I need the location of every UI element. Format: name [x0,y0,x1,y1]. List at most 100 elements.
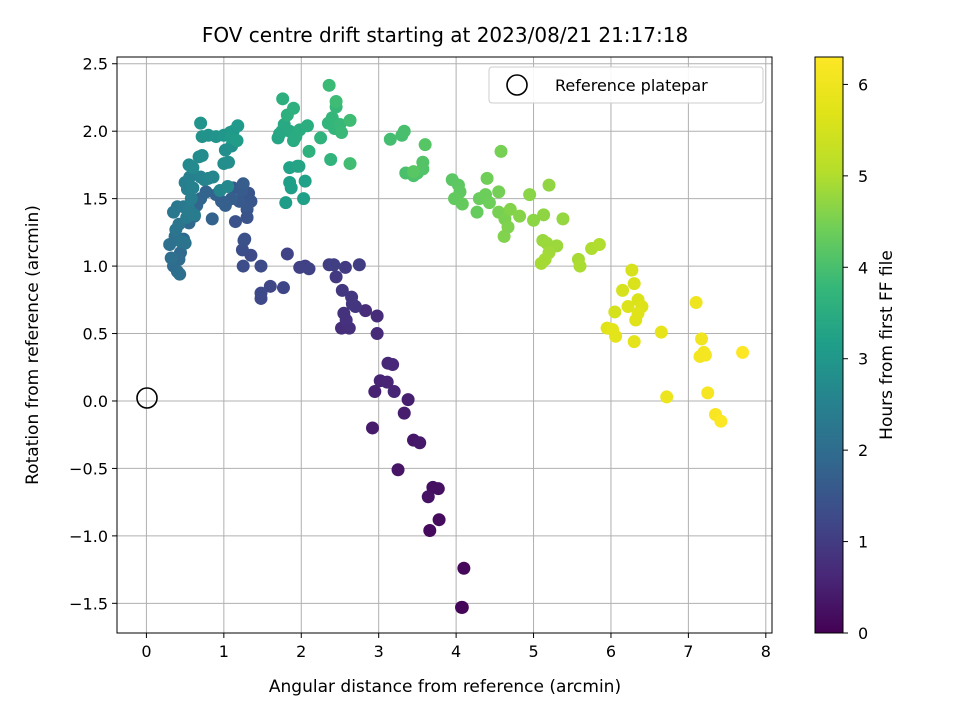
data-point [314,131,328,145]
data-point [279,196,293,210]
colorbar-tick-label: 6 [858,75,868,94]
data-point [407,165,421,179]
grid-lines [117,57,772,633]
legend-label: Reference platepar [555,76,708,95]
data-point [523,188,537,202]
data-point [194,116,208,130]
data-point [513,209,527,223]
data-point [573,259,587,273]
data-point [660,390,674,404]
data-point [736,345,750,359]
data-point [236,259,250,273]
data-point [280,247,294,261]
data-point [423,523,437,537]
data-point [186,181,200,195]
data-point [335,283,349,297]
data-point [432,513,446,527]
x-tick-label: 0 [141,642,151,661]
data-point [695,332,709,346]
data-point [187,208,201,222]
colorbar-tick-label: 0 [858,624,868,643]
data-point [397,124,411,138]
data-point [401,393,415,407]
data-point [497,229,511,243]
data-point [455,600,469,614]
data-point [164,251,178,265]
data-point [654,325,668,339]
data-point [337,306,351,320]
data-point [195,148,209,162]
data-point [714,414,728,428]
data-point [352,258,366,272]
data-point [556,212,570,226]
data-point [173,267,187,281]
data-point [494,144,508,158]
colorbar [814,56,844,634]
data-point [380,375,394,389]
data-point [627,335,641,349]
data-point [616,283,630,297]
data-point [698,348,712,362]
colorbar-tick-label: 4 [858,258,868,277]
colorbar-ticks: 0 1 2 3 4 5 6 [843,75,868,643]
data-point [480,171,494,185]
data-point [206,170,220,184]
data-point [221,179,235,193]
data-point [625,263,639,277]
data-point [238,232,252,246]
y-tick-label: −1.5 [69,594,108,613]
data-point [397,406,411,420]
data-point [365,421,379,435]
data-point [263,279,277,293]
x-tick-label: 4 [451,642,461,661]
colorbar-tick-label: 1 [858,533,868,552]
data-point [413,436,427,450]
data-point [416,155,430,169]
data-point [631,306,645,320]
x-tick-label: 8 [761,642,771,661]
data-point [327,258,341,272]
data-point [276,281,290,295]
data-point [537,208,551,222]
y-tick-label: 2.0 [83,122,108,141]
x-tick-label: 7 [683,642,693,661]
data-point [621,300,635,314]
data-point [230,134,244,148]
data-point [368,385,382,399]
x-axis-label: Angular distance from reference (arcmin) [269,677,621,697]
x-tick-label: 3 [374,642,384,661]
colorbar-label: Hours from first FF file [877,250,897,440]
data-point [527,213,541,227]
data-points [163,78,750,614]
colorbar-tick-label: 5 [858,167,868,186]
data-point [221,155,235,169]
data-point [343,157,357,171]
data-point [236,177,250,191]
colorbar-tick-label: 2 [858,441,868,460]
data-point [329,95,343,109]
x-tick-label: 6 [606,642,616,661]
data-point [228,215,242,229]
data-point [276,92,290,106]
data-point [302,144,316,158]
y-tick-label: 0.5 [83,325,108,344]
data-point [431,482,445,496]
x-axis-ticks: 0 1 2 3 4 5 6 7 8 [141,633,771,661]
data-point [492,185,506,199]
data-point [387,385,401,399]
data-point [324,153,338,167]
data-point [386,358,400,372]
y-tick-label: 1.5 [83,190,108,209]
data-point [608,305,622,319]
data-point [482,196,496,210]
y-tick-label: 0.0 [83,392,108,411]
legend-marker-icon [506,74,528,96]
y-axis-label: Rotation from reference (arcmin) [23,205,43,485]
data-point [383,132,397,146]
data-point [470,205,484,219]
data-point [322,78,336,92]
data-point [297,192,311,206]
data-point [542,178,556,192]
